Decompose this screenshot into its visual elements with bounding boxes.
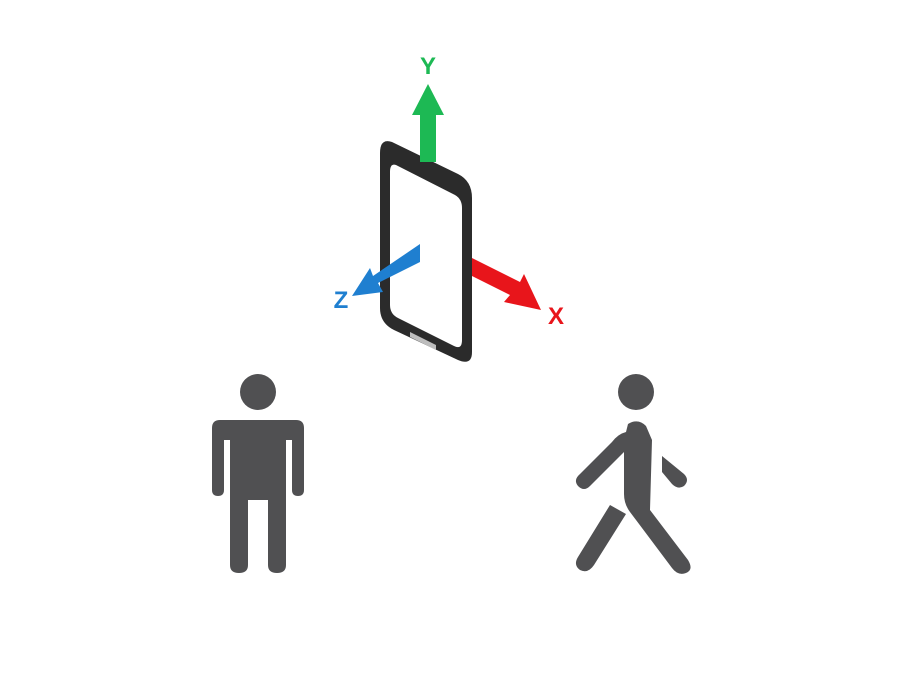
z-axis-label: Z (334, 287, 349, 314)
x-axis-label: X (548, 303, 564, 330)
z-axis-arrow: Z (334, 244, 420, 314)
phone-home-bar (410, 332, 436, 350)
phone-earpiece (402, 156, 446, 184)
y-axis-arrow: Y (412, 53, 444, 162)
standing-person-icon (212, 374, 304, 573)
phone-screen (390, 164, 462, 348)
smartphone-icon (380, 141, 472, 362)
y-axis-label: Y (420, 53, 436, 80)
x-axis-arrow: X (472, 258, 564, 330)
walking-person-icon (575, 374, 691, 574)
